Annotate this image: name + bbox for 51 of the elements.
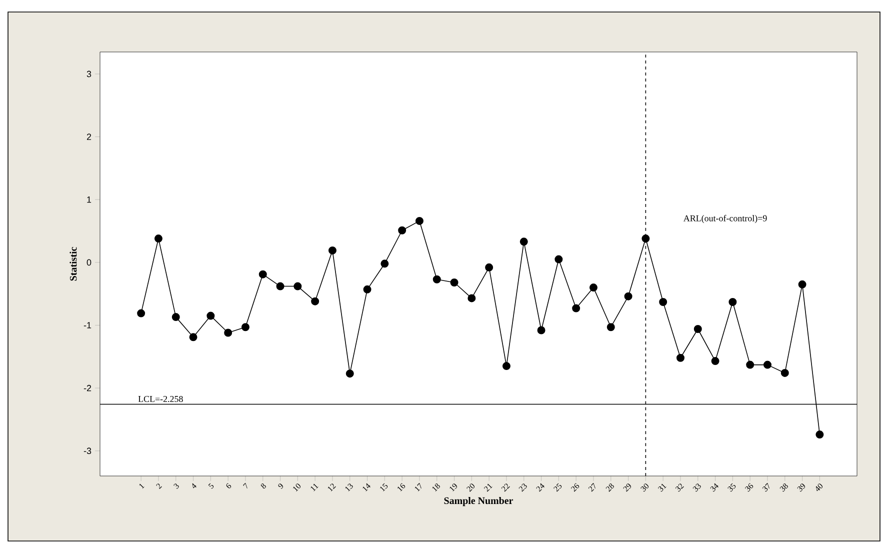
point [224, 328, 232, 337]
point [328, 246, 336, 254]
point [137, 309, 146, 318]
point [537, 326, 546, 334]
y-tick-label: 3 [86, 70, 92, 78]
point [554, 255, 563, 264]
y-tick-label: -2 [84, 384, 92, 392]
point [276, 282, 284, 290]
point [589, 284, 598, 292]
y-tick-label: 1 [87, 196, 92, 203]
point [311, 297, 320, 306]
point [172, 313, 180, 322]
y-tick-label: -3 [84, 448, 92, 454]
point [346, 370, 354, 378]
point [520, 238, 528, 246]
y-axis-title: Statistic [70, 247, 77, 281]
x-axis-title: Sample Number [444, 497, 514, 506]
point [694, 324, 702, 333]
point [798, 280, 806, 288]
point [606, 323, 615, 332]
point [746, 360, 754, 369]
point [642, 234, 650, 243]
point [450, 278, 458, 287]
point [189, 333, 198, 342]
point [659, 298, 668, 306]
point [154, 234, 162, 243]
y-tick-label: -1 [84, 322, 92, 328]
point [624, 292, 632, 300]
point [380, 260, 389, 268]
point [363, 285, 372, 294]
point [241, 323, 250, 332]
point [294, 282, 302, 290]
point [415, 216, 424, 225]
point [728, 298, 737, 306]
point [780, 368, 789, 377]
point [206, 312, 215, 320]
point [763, 360, 772, 369]
point [485, 263, 494, 272]
point [432, 275, 441, 284]
y-tick-label: 0 [86, 259, 92, 266]
annotation: ARL(out-of-control)=9 [683, 214, 767, 224]
point [502, 362, 510, 370]
point [258, 270, 267, 278]
point [468, 294, 476, 302]
point [398, 226, 406, 234]
point [711, 357, 720, 366]
point [816, 430, 824, 439]
point [676, 354, 684, 362]
point [572, 304, 580, 312]
ref-line-label: LCL=-2.258 [138, 396, 183, 402]
y-tick-label: 2 [86, 134, 92, 140]
